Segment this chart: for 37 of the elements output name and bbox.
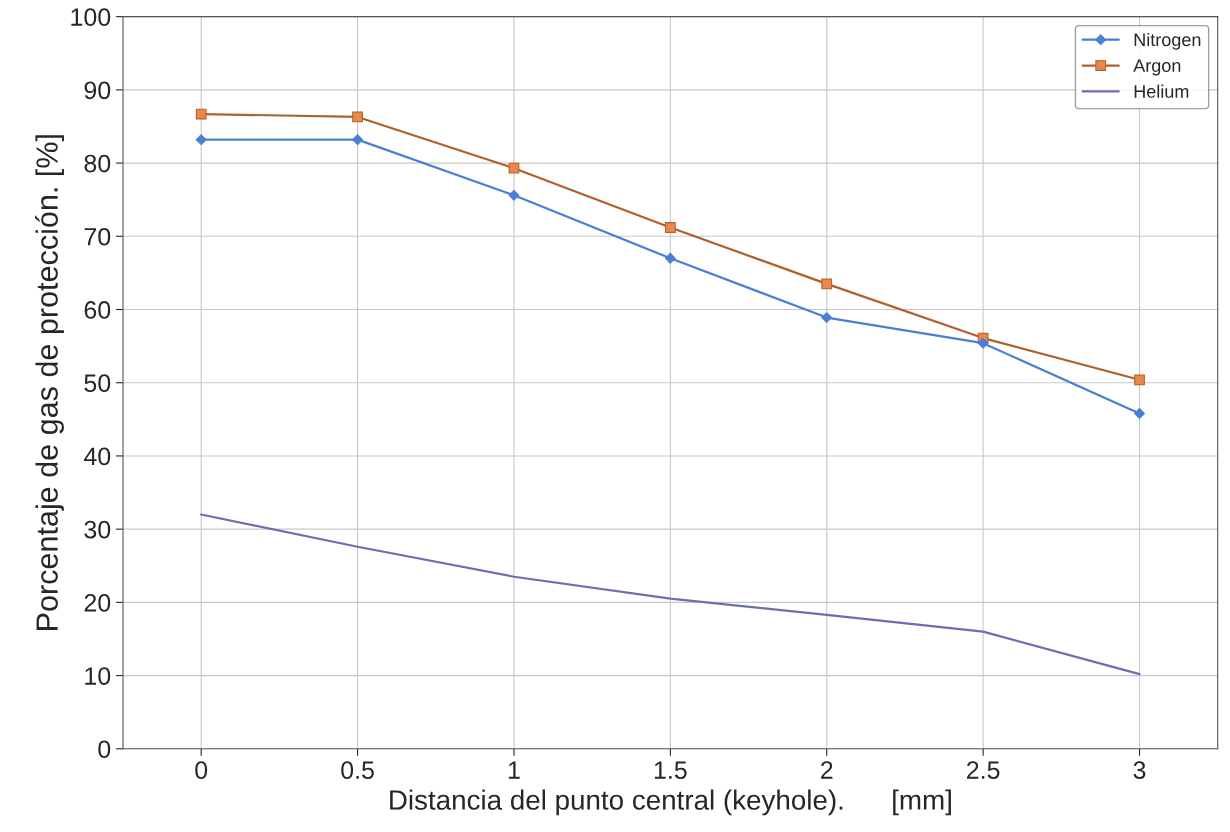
y-tick-label: 20 bbox=[84, 593, 111, 612]
point bbox=[1134, 374, 1145, 386]
x-tick-label: 1 bbox=[508, 761, 520, 779]
point bbox=[352, 134, 364, 146]
y-tick-label: 10 bbox=[85, 667, 111, 685]
x-axis-title: Distancia del punto central (keyhole). [mm] bbox=[390, 789, 951, 816]
y-tick-label: 100 bbox=[71, 8, 111, 26]
y-tick-label: 30 bbox=[84, 520, 111, 539]
point bbox=[1134, 408, 1145, 419]
x-tick-label: 1.5 bbox=[654, 761, 687, 779]
point bbox=[821, 278, 833, 290]
y-axis-title: Porcentaje de gas de protección. [%] bbox=[35, 135, 64, 630]
point bbox=[508, 189, 520, 201]
point bbox=[664, 222, 676, 233]
y-tick-label: 90 bbox=[84, 81, 111, 100]
legend-label: Nitrogen bbox=[1134, 32, 1201, 50]
y-tick-label: 50 bbox=[84, 374, 111, 393]
legend-label: Helium bbox=[1134, 84, 1189, 98]
point bbox=[195, 108, 207, 120]
y-tick-label: 0 bbox=[98, 740, 111, 759]
y-tick-label: 80 bbox=[84, 154, 111, 173]
point bbox=[664, 252, 676, 264]
x-tick-label: 0 bbox=[195, 761, 208, 779]
y-tick-label: 70 bbox=[84, 227, 111, 246]
y-tick-label: 40 bbox=[83, 447, 111, 466]
x-tick-label: 2 bbox=[821, 761, 833, 779]
point bbox=[977, 337, 989, 349]
x-tick-label: 2.5 bbox=[967, 761, 1000, 779]
legend-label: Argon bbox=[1133, 59, 1181, 76]
point bbox=[508, 162, 520, 174]
point bbox=[195, 134, 207, 146]
line-series bbox=[200, 513, 1141, 676]
point bbox=[821, 312, 833, 323]
y-tick-label: 60 bbox=[84, 301, 111, 319]
point bbox=[352, 111, 363, 123]
x-tick-label: 0.5 bbox=[341, 761, 374, 779]
x-tick-label: 3 bbox=[1133, 761, 1146, 779]
